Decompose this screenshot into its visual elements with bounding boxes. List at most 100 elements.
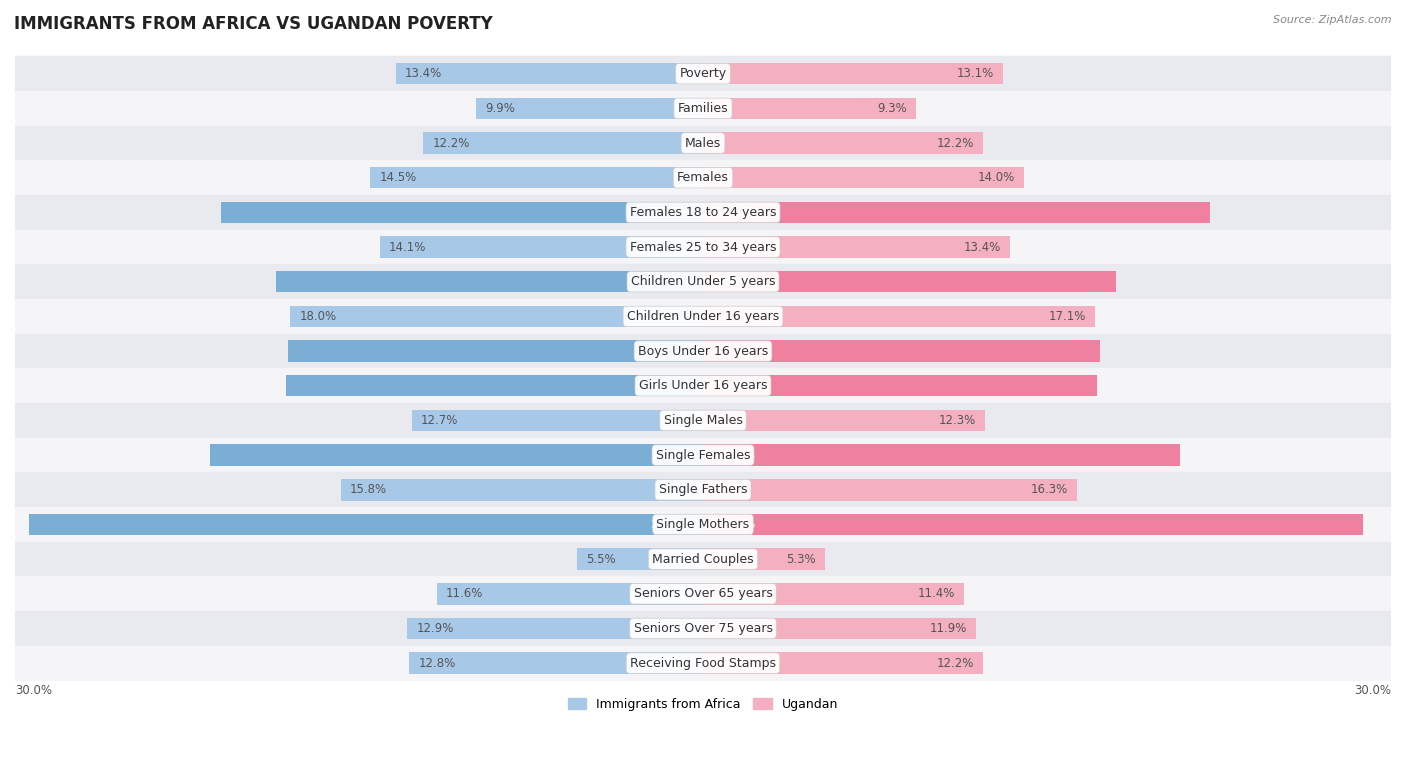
- Bar: [380, 236, 703, 258]
- Text: Females: Females: [678, 171, 728, 184]
- Bar: [15, 299, 1391, 334]
- Bar: [576, 548, 703, 570]
- Text: 20.8%: 20.8%: [714, 449, 755, 462]
- Bar: [703, 514, 1364, 535]
- Bar: [15, 161, 1391, 195]
- Text: 12.8%: 12.8%: [419, 656, 456, 669]
- Bar: [15, 507, 1391, 542]
- Bar: [703, 202, 1209, 223]
- Bar: [703, 133, 983, 154]
- Bar: [15, 472, 1391, 507]
- Text: 15.8%: 15.8%: [350, 484, 387, 496]
- Bar: [285, 375, 703, 396]
- Text: 17.3%: 17.3%: [714, 345, 755, 358]
- Text: IMMIGRANTS FROM AFRICA VS UGANDAN POVERTY: IMMIGRANTS FROM AFRICA VS UGANDAN POVERT…: [14, 15, 494, 33]
- Text: 14.5%: 14.5%: [380, 171, 418, 184]
- Text: 30.0%: 30.0%: [1354, 684, 1391, 697]
- Text: 12.2%: 12.2%: [433, 136, 470, 149]
- Text: Boys Under 16 years: Boys Under 16 years: [638, 345, 768, 358]
- Text: Females 25 to 34 years: Females 25 to 34 years: [630, 240, 776, 254]
- Bar: [290, 305, 703, 327]
- Text: Families: Families: [678, 102, 728, 115]
- Text: Receiving Food Stamps: Receiving Food Stamps: [630, 656, 776, 669]
- Text: 14.1%: 14.1%: [389, 240, 426, 254]
- Text: 22.1%: 22.1%: [714, 206, 755, 219]
- Bar: [437, 583, 703, 605]
- Text: 11.6%: 11.6%: [446, 587, 484, 600]
- Bar: [409, 653, 703, 674]
- Bar: [15, 230, 1391, 265]
- Bar: [15, 438, 1391, 472]
- Text: 5.5%: 5.5%: [586, 553, 616, 565]
- Text: Females 18 to 24 years: Females 18 to 24 years: [630, 206, 776, 219]
- Bar: [15, 126, 1391, 161]
- Bar: [703, 271, 1116, 293]
- Bar: [28, 514, 703, 535]
- Text: 12.2%: 12.2%: [936, 136, 973, 149]
- Bar: [703, 444, 1180, 466]
- Bar: [703, 63, 1004, 84]
- Text: Single Mothers: Single Mothers: [657, 518, 749, 531]
- Bar: [703, 409, 986, 431]
- Text: 18.6%: 18.6%: [651, 275, 692, 288]
- Text: Males: Males: [685, 136, 721, 149]
- Text: 17.2%: 17.2%: [714, 379, 755, 392]
- Text: 11.4%: 11.4%: [918, 587, 955, 600]
- Bar: [370, 167, 703, 189]
- Bar: [15, 403, 1391, 438]
- Text: 14.0%: 14.0%: [977, 171, 1015, 184]
- Bar: [15, 646, 1391, 681]
- Bar: [15, 91, 1391, 126]
- Text: 11.9%: 11.9%: [929, 622, 967, 635]
- Bar: [703, 236, 1011, 258]
- Text: 12.9%: 12.9%: [416, 622, 454, 635]
- Bar: [412, 409, 703, 431]
- Bar: [15, 56, 1391, 91]
- Text: 21.5%: 21.5%: [651, 449, 692, 462]
- Text: Married Couples: Married Couples: [652, 553, 754, 565]
- Bar: [703, 479, 1077, 500]
- Bar: [703, 618, 976, 639]
- Text: 9.3%: 9.3%: [877, 102, 907, 115]
- Bar: [703, 375, 1098, 396]
- Text: 13.4%: 13.4%: [405, 67, 441, 80]
- Text: Single Males: Single Males: [664, 414, 742, 427]
- Bar: [408, 618, 703, 639]
- Bar: [15, 195, 1391, 230]
- Text: 17.1%: 17.1%: [1049, 310, 1085, 323]
- Bar: [703, 340, 1099, 362]
- Text: Source: ZipAtlas.com: Source: ZipAtlas.com: [1274, 15, 1392, 25]
- Text: Children Under 5 years: Children Under 5 years: [631, 275, 775, 288]
- Text: 13.1%: 13.1%: [957, 67, 994, 80]
- Bar: [15, 611, 1391, 646]
- Bar: [221, 202, 703, 223]
- Bar: [277, 271, 703, 293]
- Bar: [703, 583, 965, 605]
- Text: 12.7%: 12.7%: [420, 414, 458, 427]
- Text: Children Under 16 years: Children Under 16 years: [627, 310, 779, 323]
- Bar: [703, 548, 824, 570]
- Bar: [340, 479, 703, 500]
- Text: 18.0%: 18.0%: [714, 275, 755, 288]
- Bar: [209, 444, 703, 466]
- Bar: [15, 334, 1391, 368]
- Text: 18.2%: 18.2%: [651, 379, 692, 392]
- Bar: [15, 265, 1391, 299]
- Text: 12.3%: 12.3%: [939, 414, 976, 427]
- Text: Seniors Over 65 years: Seniors Over 65 years: [634, 587, 772, 600]
- Text: 16.3%: 16.3%: [1031, 484, 1067, 496]
- Text: 18.0%: 18.0%: [299, 310, 336, 323]
- Text: 5.3%: 5.3%: [786, 553, 815, 565]
- Bar: [15, 576, 1391, 611]
- Text: 12.2%: 12.2%: [936, 656, 973, 669]
- Text: 18.1%: 18.1%: [651, 345, 692, 358]
- Bar: [395, 63, 703, 84]
- Bar: [703, 653, 983, 674]
- Bar: [703, 98, 917, 119]
- Text: 21.0%: 21.0%: [651, 206, 692, 219]
- Bar: [15, 368, 1391, 403]
- Text: Girls Under 16 years: Girls Under 16 years: [638, 379, 768, 392]
- Bar: [288, 340, 703, 362]
- Bar: [477, 98, 703, 119]
- Text: Poverty: Poverty: [679, 67, 727, 80]
